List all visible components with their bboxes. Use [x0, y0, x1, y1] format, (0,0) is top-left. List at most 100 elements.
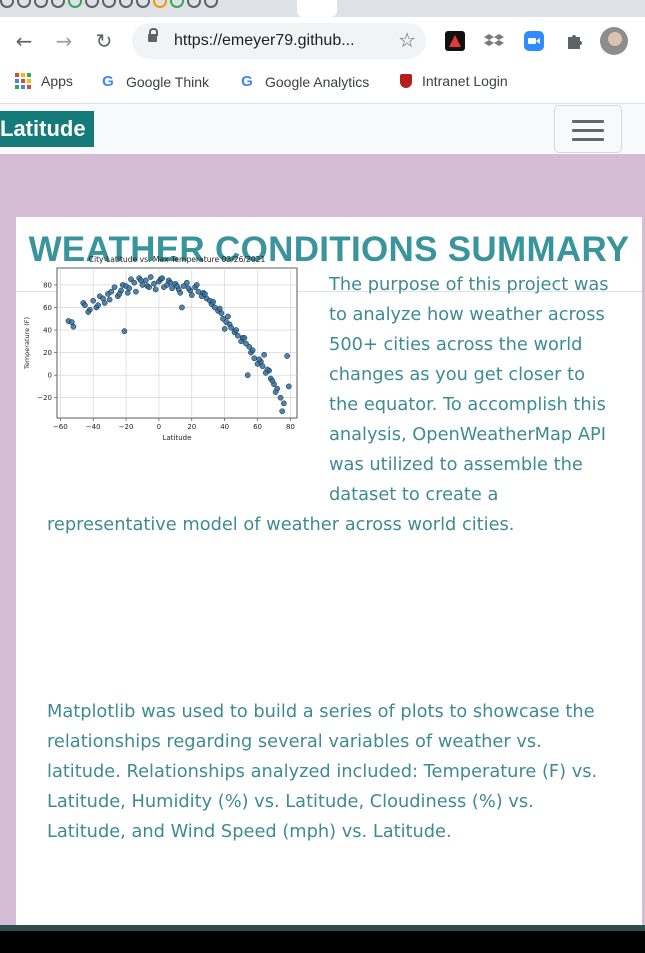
bookmark-label: Apps — [41, 73, 73, 89]
latitude-temperature-chart: −60 −40 −20 0 20 40 60 80 −20 0 20 40 60 80 City Latit… — [23, 255, 298, 442]
data-point — [269, 377, 276, 384]
profile-avatar[interactable] — [600, 27, 628, 55]
data-point — [159, 275, 166, 282]
data-point — [285, 383, 292, 390]
data-point — [272, 389, 279, 395]
data-point — [106, 296, 113, 303]
y-tick-label: 20 — [43, 349, 52, 357]
data-point — [82, 302, 88, 309]
data-point — [147, 274, 154, 280]
data-point — [70, 323, 77, 330]
data-point — [128, 276, 134, 283]
data-point — [256, 356, 263, 363]
data-point — [185, 285, 192, 292]
window-bottom-edge — [0, 931, 645, 953]
data-point — [279, 408, 286, 415]
data-point — [210, 298, 217, 305]
data-point — [228, 324, 235, 331]
x-tick-label: −40 — [86, 423, 101, 431]
data-point — [261, 351, 267, 358]
zoom-extension-icon[interactable] — [524, 31, 544, 51]
bookmark-label: Google Think — [126, 73, 210, 90]
data-point — [101, 300, 108, 306]
bookmark-label: Google Analytics — [265, 73, 370, 90]
bookmark-google-analytics[interactable]: G Google Analytics — [239, 73, 369, 90]
y-tick-label: 40 — [43, 327, 52, 335]
data-point — [137, 277, 144, 284]
x-tick-label: 60 — [253, 423, 262, 431]
x-tick-label: 0 — [157, 423, 161, 431]
tab-favicons[interactable] — [0, 0, 218, 8]
data-point — [244, 372, 251, 378]
forward-icon[interactable]: → — [55, 29, 73, 53]
data-point — [225, 313, 231, 320]
plot-area — [56, 267, 298, 419]
y-tick-label: 80 — [43, 281, 52, 289]
data-point — [188, 292, 195, 298]
data-point — [202, 291, 208, 297]
data-point — [234, 332, 241, 339]
data-point — [220, 315, 226, 322]
address-bar[interactable]: https://emeyer79.github... ☆ — [132, 23, 426, 59]
data-point — [85, 309, 92, 315]
data-point — [131, 279, 138, 286]
data-point — [90, 297, 97, 304]
data-point — [259, 363, 266, 369]
data-point — [179, 304, 185, 311]
url-text[interactable]: https://emeyer79.github... — [174, 32, 355, 49]
shield-icon — [400, 74, 412, 88]
x-tick-label: −20 — [119, 423, 134, 431]
y-tick-label: −20 — [37, 394, 52, 402]
page-title: WEATHER CONDITIONS SUMMARY — [28, 230, 630, 269]
bookmark-intranet-login[interactable]: Intranet Login — [400, 73, 508, 89]
data-point — [151, 280, 157, 287]
lock-icon — [148, 28, 158, 42]
data-point — [152, 286, 159, 293]
data-point — [193, 282, 200, 288]
data-point — [241, 335, 248, 341]
chart-title: City Latitude vs. Max Temperature 03/26/… — [89, 255, 266, 264]
x-tick-label: 40 — [220, 423, 229, 431]
google-g-icon: G — [102, 73, 114, 90]
data-point — [180, 283, 187, 289]
data-point — [280, 400, 287, 407]
navbar-brand[interactable]: Latitude — [0, 111, 94, 147]
data-point — [167, 279, 174, 286]
methods-paragraph: Matplotlib was used to build a series of… — [47, 701, 598, 842]
data-point — [126, 285, 133, 292]
google-g-icon: G — [241, 73, 253, 90]
data-point — [184, 279, 190, 286]
data-point — [133, 288, 139, 295]
data-point — [177, 289, 184, 296]
reload-icon[interactable]: ↻ — [95, 29, 113, 53]
site-navbar: Latitude — [0, 104, 645, 154]
apps-grid-icon — [15, 73, 31, 89]
navbar-toggler-button[interactable] — [554, 105, 622, 153]
extensions-puzzle-icon[interactable] — [564, 31, 584, 51]
y-tick-label: 60 — [43, 304, 52, 312]
card-header: WEATHER CONDITIONS SUMMARY — [16, 217, 642, 292]
data-point — [174, 283, 180, 289]
browser-toolbar: ← → ↻ https://emeyer79.github... ☆ — [0, 17, 645, 65]
data-point — [216, 305, 223, 312]
bookmark-label: Intranet Login — [422, 73, 508, 89]
adobe-extension-icon[interactable] — [445, 31, 465, 51]
dropbox-extension-icon[interactable] — [484, 31, 504, 51]
back-icon[interactable]: ← — [15, 29, 33, 53]
data-point — [264, 366, 271, 373]
data-point — [121, 328, 128, 335]
x-tick-label: 20 — [187, 423, 196, 431]
bookmark-apps[interactable]: Apps — [15, 73, 73, 89]
bookmark-star-icon[interactable]: ☆ — [398, 28, 416, 52]
bookmark-google-think[interactable]: G Google Think — [100, 73, 209, 90]
summary-card: WEATHER CONDITIONS SUMMARY −60 −40 −20 0 20 4… — [16, 217, 642, 927]
data-point — [108, 288, 115, 295]
footer-bar — [0, 925, 645, 931]
x-tick-label: −60 — [53, 423, 68, 431]
bookmarks-bar: Apps G Google Think G Google Analytics I… — [0, 65, 645, 104]
intro-paragraph-text: The purpose of this project was to analy… — [47, 274, 609, 535]
data-point — [249, 347, 256, 354]
y-axis-label: Temperature (F) — [23, 317, 31, 370]
data-point — [169, 285, 175, 292]
active-tab[interactable] — [297, 0, 337, 17]
